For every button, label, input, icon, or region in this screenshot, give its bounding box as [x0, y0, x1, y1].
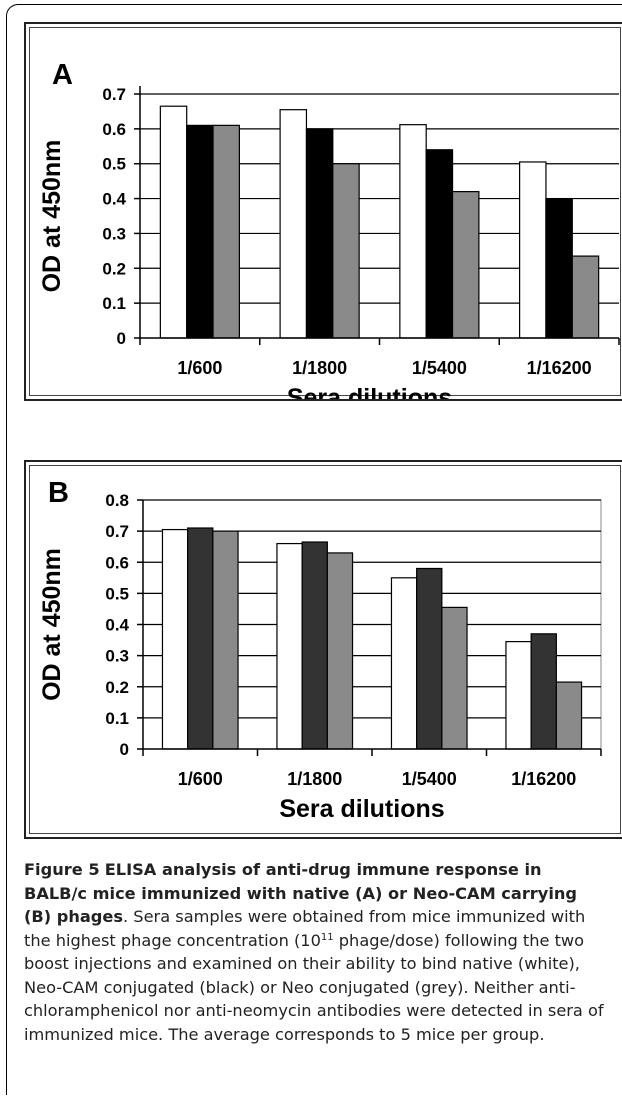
chart-a-y-tick-label: 0.2: [102, 259, 126, 278]
chart-a-y-tick-label: 0.7: [102, 85, 126, 104]
chart-b-bar: [326, 552, 354, 750]
chart-b-bar: [416, 567, 443, 750]
chart-panel-a: 0 0.1 0.2 0.3 0.4 0.5 0.6 0.7 1/600 1/1800 1/5400 1…: [24, 22, 622, 401]
chart-b-bar: [161, 528, 189, 750]
chart-a-bar: [399, 124, 427, 339]
chart-a-category-label: 1/1800: [292, 358, 347, 378]
chart-a-bar: [545, 197, 573, 339]
chart-b-bar: [441, 606, 468, 750]
chart-b-bar: [530, 633, 557, 750]
chart-a-category-label: 1/16200: [527, 358, 592, 378]
chart-b-y-tick-label: 0.2: [105, 678, 129, 697]
chart-b-category-label: 1/5400: [402, 769, 457, 789]
chart-b-bar: [187, 527, 214, 750]
chart-b-y-tick-label: 0.1: [105, 709, 129, 728]
chart-panel-b: 0 0.1 0.2 0.3 0.4 0.5 0.6 0.7 0.8 1/600 1/1800 1/54…: [24, 460, 622, 839]
chart-b-y-tick-label: 0.3: [105, 647, 129, 666]
chart-b-bar: [301, 541, 328, 750]
chart-a-y-tick-label: 0.4: [102, 190, 126, 209]
caption-title: ELISA analysis of anti-drug immune respo…: [24, 860, 578, 926]
chart-b-y-tick-label: 0.8: [105, 491, 129, 510]
caption-label: Figure 5: [24, 860, 100, 879]
chart-b-bar: [212, 530, 239, 750]
figure-frame: [6, 4, 622, 1095]
chart-a-category-label: 1/5400: [412, 358, 467, 378]
chart-a-bar: [451, 191, 480, 339]
chart-a-y-tick-label: 0.5: [102, 155, 126, 174]
chart-b-svg: 0 0.1 0.2 0.3 0.4 0.5 0.6 0.7 0.8 1/600 1/1800 1/54…: [38, 477, 602, 823]
chart-b-category-label: 1/1800: [287, 769, 342, 789]
chart-a-bar: [571, 255, 600, 339]
chart-b-y-tick-label: 0.7: [105, 522, 129, 541]
chart-a-y-tick-label: 0.1: [102, 294, 126, 313]
chart-b-y-tick-label: 0.6: [105, 553, 129, 572]
chart-b-y-axis-title: OD at 450nm: [38, 548, 66, 701]
chart-a-bar: [425, 149, 454, 339]
chart-a-category-label: 1/600: [177, 358, 222, 378]
chart-a-x-axis-title: Sera dilutions: [287, 384, 452, 399]
chart-a-bar: [159, 105, 188, 339]
chart-a-bar: [305, 128, 334, 339]
chart-a-panel-label: A: [52, 59, 73, 91]
chart-b-y-tick-label: 0: [120, 740, 129, 759]
chart-b-bar: [390, 577, 418, 750]
chart-b-bar: [276, 542, 303, 750]
chart-a-bar: [186, 124, 214, 339]
chart-a-y-axis-title: OD at 450nm: [38, 140, 66, 293]
chart-a-svg: 0 0.1 0.2 0.3 0.4 0.5 0.6 0.7 1/600 1/1800 1/5400 1…: [38, 59, 620, 399]
chart-b-x-axis-title: Sera dilutions: [279, 795, 444, 823]
chart-a-y-tick-label: 0.3: [102, 224, 126, 243]
chart-a-bar: [332, 163, 360, 339]
chart-a-y-tick-label: 0: [117, 329, 126, 348]
chart-a-bar: [212, 124, 240, 339]
chart-b-bar: [505, 641, 532, 750]
caption-superscript: 11: [320, 931, 334, 943]
chart-a-bar: [279, 109, 308, 339]
chart-b-y-tick-label: 0.5: [105, 584, 129, 603]
chart-b-category-label: 1/600: [178, 769, 223, 789]
caption-body-2: phage/dose) following the two boost inje…: [24, 930, 604, 1044]
chart-a-bar: [519, 161, 547, 339]
figure-caption: Figure 5 ELISA analysis of anti-drug imm…: [24, 858, 609, 1046]
caption-body-1: . Sera samples were obtained from mice i…: [24, 907, 586, 950]
chart-a-y-tick-label: 0.6: [102, 120, 126, 139]
chart-b-panel-label: B: [48, 477, 69, 509]
chart-b-category-label: 1/16200: [511, 769, 576, 789]
chart-b-y-tick-label: 0.4: [105, 616, 129, 635]
chart-b-bar: [555, 681, 583, 750]
